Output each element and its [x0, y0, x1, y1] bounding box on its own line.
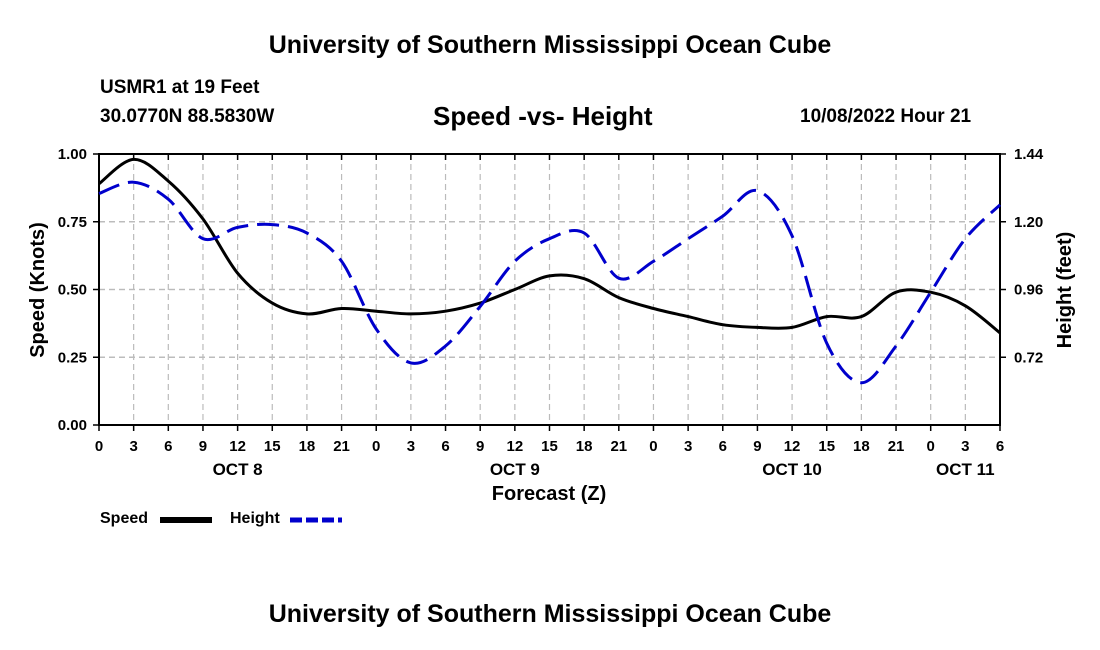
chart-lines [98, 157, 1002, 385]
x-tick-label: 12 [229, 438, 246, 455]
x-tick-label: 0 [649, 438, 657, 455]
x-tick-label: 6 [441, 438, 449, 455]
x-tick-label: 6 [164, 438, 172, 455]
y-left-tick-label: 0.00 [58, 417, 87, 434]
date-label: OCT 9 [490, 460, 540, 479]
x-tick-label: 18 [853, 438, 870, 455]
date-label: OCT 10 [762, 460, 822, 479]
datetime-label: 10/08/2022 Hour 21 [800, 106, 972, 127]
x-tick-label: 3 [961, 438, 969, 455]
x-tick-label: 12 [507, 438, 524, 455]
series-line-speed [98, 157, 1001, 335]
x-tick-label: 15 [818, 438, 835, 455]
x-tick-label: 0 [95, 438, 103, 455]
legend-swatches [160, 517, 342, 523]
coordinates-label: 30.0770N 88.5830W [100, 106, 275, 127]
x-tick-label: 6 [996, 438, 1004, 455]
page-title: University of Southern Mississippi Ocean… [268, 31, 832, 59]
axis-ticks: 0 3 6 9 12 15 18 21 0 3 6 9 12 15 18 21 0 3 6 9 12 15 18 21 0 3 6O… [58, 146, 1044, 479]
legend-speed-label: Speed [100, 510, 149, 527]
chart-grid [99, 154, 1000, 425]
x-tick-label: 9 [753, 438, 761, 455]
x-tick-label: 0 [372, 438, 380, 455]
footer-title: University of Southern Mississippi Ocean… [268, 600, 832, 628]
x-tick-label: 12 [784, 438, 801, 455]
x-tick-label: 21 [333, 438, 350, 455]
station-label: USMR1 at 19 Feet [100, 77, 260, 98]
x-tick-label: 6 [719, 438, 727, 455]
legend-height-label: Height [230, 510, 280, 527]
y-left-tick-label: 1.00 [58, 146, 87, 163]
y-left-tick-label: 0.50 [58, 282, 87, 299]
x-tick-label: 15 [541, 438, 558, 455]
y-right-tick-label: 0.96 [1014, 282, 1043, 299]
series-line-height [98, 180, 1002, 385]
x-tick-label: 21 [888, 438, 905, 455]
y-right-tick-label: 1.20 [1014, 214, 1043, 231]
chart-subtitle: Speed -vs- Height [433, 101, 653, 131]
x-tick-label: 0 [927, 438, 935, 455]
y-left-tick-label: 0.25 [58, 349, 87, 366]
x-tick-label: 21 [610, 438, 627, 455]
x-tick-label: 3 [684, 438, 692, 455]
x-tick-label: 3 [129, 438, 137, 455]
x-tick-label: 3 [407, 438, 415, 455]
x-tick-label: 18 [299, 438, 316, 455]
x-tick-label: 18 [576, 438, 593, 455]
date-label: OCT 8 [213, 460, 263, 479]
x-tick-label: 15 [264, 438, 281, 455]
x-tick-label: 9 [476, 438, 484, 455]
x-tick-label: 9 [199, 438, 207, 455]
x-axis-label: Forecast (Z) [492, 483, 606, 505]
y-right-tick-label: 1.44 [1014, 146, 1044, 163]
y-left-tick-label: 0.75 [58, 214, 87, 231]
y-right-tick-label: 0.72 [1014, 349, 1043, 366]
y-axis-right-label: Height (feet) [1054, 232, 1076, 349]
y-axis-left-label: Speed (Knots) [27, 222, 49, 358]
date-label: OCT 11 [936, 460, 995, 479]
